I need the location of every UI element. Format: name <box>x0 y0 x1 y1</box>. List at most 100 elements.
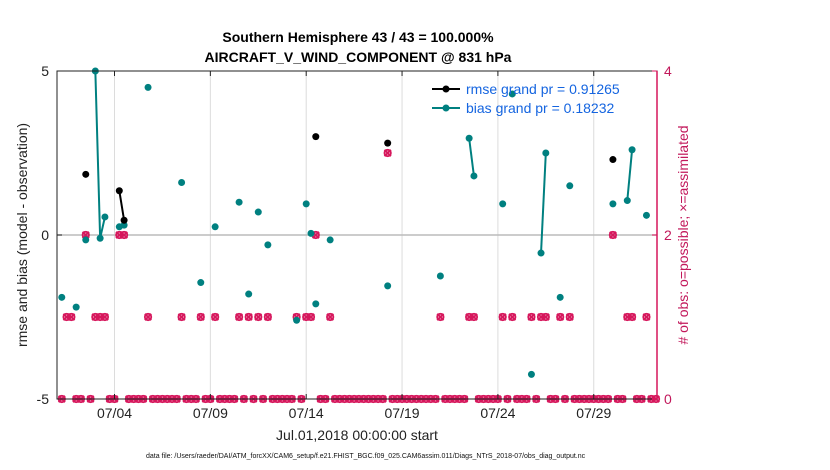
obs-possible-marker <box>536 312 546 322</box>
x-tick-label: 07/19 <box>385 405 420 421</box>
bias-point <box>72 303 80 311</box>
obs-possible-marker <box>556 312 565 322</box>
obs-possible-marker <box>565 312 574 322</box>
obs-assimilated-marker <box>436 313 445 321</box>
bias-point <box>178 179 186 187</box>
obs-possible-marker <box>143 312 153 322</box>
bias-point <box>642 211 650 219</box>
obs-possible-marker <box>498 312 507 322</box>
obs-assimilated-marker <box>211 313 220 321</box>
obs-possible-marker <box>196 312 205 322</box>
obs-assimilated-marker <box>235 313 244 321</box>
obs-assimilated-marker <box>177 313 186 321</box>
obs-assimilated-marker <box>120 231 129 239</box>
obs-possible-marker <box>469 312 479 322</box>
obs-possible-marker <box>508 312 517 322</box>
x-tick-label: 07/24 <box>480 405 515 421</box>
legend: rmse grand pr = 0.91265 bias grand pr = … <box>432 81 620 116</box>
obs-assimilated-marker <box>527 313 536 321</box>
bias-point <box>302 200 310 208</box>
bias-point <box>499 200 507 208</box>
chart-title-line2: AIRCRAFT_V_WIND_COMPONENT @ 831 hPa <box>205 49 512 65</box>
legend-bias-label: bias grand pr = 0.18232 <box>466 100 614 116</box>
x-tick-label: 07/09 <box>193 405 228 421</box>
bias-point <box>566 182 574 190</box>
x-tick-label: 07/14 <box>289 405 324 421</box>
obs-possible-marker <box>642 312 651 322</box>
obs-assimilated-marker <box>470 313 478 321</box>
bias-point <box>384 282 392 290</box>
obs-assimilated-marker <box>254 313 263 321</box>
obs-possible-marker <box>211 312 220 322</box>
legend-bias-marker <box>442 104 450 112</box>
bias-point <box>527 370 535 378</box>
obs-possible-marker <box>527 312 536 322</box>
obs-assimilated-marker <box>263 313 272 321</box>
x-axis-label: Jul.01,2018 00:00:00 start <box>276 427 438 443</box>
obs-possible-marker <box>62 312 71 322</box>
rmse-point <box>312 133 320 141</box>
obs-assimilated-marker <box>101 313 109 321</box>
obs-assimilated-marker <box>383 149 392 157</box>
rmse-point <box>120 216 128 224</box>
bias-point <box>623 197 631 205</box>
obs-possible-marker <box>115 230 124 240</box>
bias-point <box>245 290 253 298</box>
legend-rmse-label: rmse grand pr = 0.91265 <box>466 81 620 97</box>
y-tick-label-right: 4 <box>664 63 672 79</box>
obs-assimilated-marker <box>508 313 517 321</box>
bias-point <box>58 293 66 301</box>
bias-point <box>197 279 205 287</box>
y-tick-label-left: -5 <box>37 391 50 407</box>
bias-point <box>307 229 315 237</box>
obs-assimilated-marker <box>144 313 152 321</box>
bias-point <box>264 241 272 249</box>
obs-possible-marker <box>100 312 110 322</box>
data-file-footnote: data file: /Users/raeder/DAI/ATM_forcXX/… <box>146 453 586 460</box>
axis-ticks: 07/04 07/09 07/14 07/19 07/24 07/29 -5 0 5 0 2 4 <box>37 63 672 421</box>
obs-assimilated-marker <box>81 231 90 239</box>
bias-point <box>470 172 478 180</box>
obs-possible-marker <box>608 230 618 240</box>
obs-assimilated-marker <box>556 313 565 321</box>
bias-point <box>326 236 334 244</box>
chart-title-line1: Southern Hemisphere 43 / 43 = 100.000% <box>222 29 494 45</box>
bias-point <box>609 200 617 208</box>
bias-point <box>144 83 152 91</box>
legend-rmse-marker <box>442 85 450 93</box>
bias-point <box>120 221 128 229</box>
obs-possible-marker <box>263 312 272 322</box>
obs-assimilated-marker <box>67 313 76 321</box>
bias-point <box>436 272 444 280</box>
obs-assimilated-marker <box>628 313 636 321</box>
bias-point <box>537 249 545 257</box>
bias-point <box>293 316 301 324</box>
data-series <box>58 67 650 378</box>
bias-point <box>82 236 90 244</box>
y-tick-label-left: 0 <box>41 227 49 243</box>
y-axis-label-right: # of obs: o=possible; ×=assimilated <box>675 125 691 344</box>
bias-point <box>96 234 104 242</box>
obs-possible-marker <box>177 312 186 322</box>
obs-assimilated-marker <box>498 313 507 321</box>
obs-assimilated-marker <box>307 313 315 321</box>
bias-point <box>508 90 516 98</box>
obs-possible-marker <box>67 312 76 322</box>
bias-point <box>101 213 109 221</box>
bias-point <box>254 208 262 216</box>
rmse-point <box>115 187 123 195</box>
obs-assimilated-marker <box>642 313 651 321</box>
bias-point <box>312 300 320 308</box>
y-tick-label-left: 5 <box>41 63 49 79</box>
obs-possible-marker <box>235 312 244 322</box>
obs-assimilated-marker <box>565 313 574 321</box>
obs-possible-marker <box>436 312 445 322</box>
rmse-point <box>384 139 392 147</box>
obs-possible-marker <box>306 312 316 322</box>
obs-assimilated-marker <box>609 231 617 239</box>
obs-possible-marker <box>302 312 311 322</box>
rmse-point <box>609 156 617 164</box>
obs-possible-marker <box>254 312 263 322</box>
obs-possible-marker <box>91 312 100 322</box>
